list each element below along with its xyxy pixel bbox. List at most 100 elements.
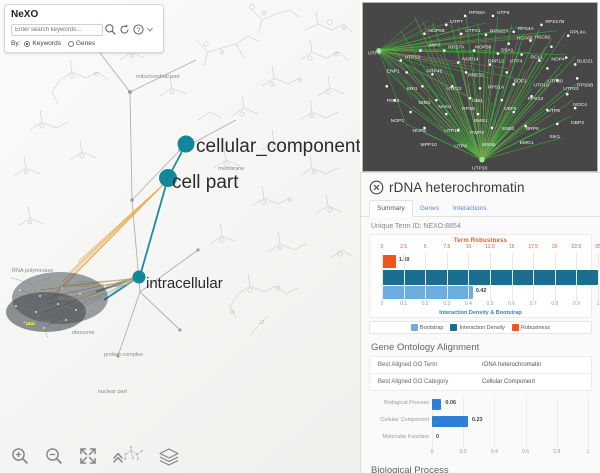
axis-tick: 0.4 <box>490 449 498 455</box>
go-chart-value: 0.23 <box>471 417 483 423</box>
legend-item-bootstrap[interactable]: Bootstrap <box>410 324 444 331</box>
axis-tick: 7.5 <box>443 244 451 250</box>
robustness-bottom-axis: 0 0.1 0.2 0.3 0.4 0.5 0.6 0.7 0.8 0.9 1 <box>376 301 600 309</box>
radio-genes-label: Genes <box>75 40 96 47</box>
tree-label-ribosome: ribosome <box>72 330 95 336</box>
gene-label: MPP10 <box>421 142 437 148</box>
robustness-xaxis-label: Interaction Density & Bootstrap <box>439 310 522 316</box>
go-alignment-chart: 0 0.2 0.4 0.6 0.8 1 Biological Process 0.06 Cell… <box>369 397 592 459</box>
search-panel[interactable]: NeXO ? <box>4 4 164 53</box>
grid-line <box>468 253 470 301</box>
gene-network-canvas[interactable]: RPS8A UTP6 UTP7 RPS17B NOP56 UTP21 RPS22… <box>363 3 597 172</box>
bar-robustness <box>382 255 396 268</box>
gene-label: UTP15 <box>444 128 460 134</box>
gene-interaction-network[interactable]: RPS8A UTP6 UTP7 RPS17B NOP56 UTP21 RPS22… <box>362 2 598 172</box>
axis-tick: 0.6 <box>508 301 516 307</box>
legend-item-robustness[interactable]: Robustness <box>512 324 550 331</box>
fit-screen-icon[interactable] <box>78 446 98 466</box>
tree-toolbar[interactable] <box>0 439 360 473</box>
go-chart-value: 0 <box>436 434 440 440</box>
go-chart-row: Molecular Function 0 <box>369 431 592 448</box>
grid-line <box>446 253 448 301</box>
tree-node-cell-part <box>159 169 177 187</box>
radio-genes-icon[interactable] <box>67 40 74 47</box>
tree-label-protein-complex: protein complex <box>104 352 143 358</box>
app-title: NeXO <box>11 9 39 20</box>
axis-tick: 2.5 <box>400 244 408 250</box>
gene-label: UTP18 <box>534 82 550 88</box>
grid-line <box>494 397 496 448</box>
grid-line <box>382 253 383 301</box>
gene-ontology-table: Best Aligned GO Term rDNA heterochromati… <box>369 356 592 391</box>
grid-line <box>554 253 556 301</box>
chevron-down-icon[interactable] <box>146 23 154 36</box>
go-term-value: rDNA heterochromatin <box>482 362 542 368</box>
ontology-tree-canvas[interactable] <box>0 0 360 473</box>
layers-icon[interactable] <box>158 446 179 466</box>
gene-label: UTP20 <box>547 78 563 84</box>
axis-tick: 0.2 <box>459 449 467 455</box>
gene-label: SSA1 <box>501 48 514 54</box>
gene-label: BUD21 <box>577 58 593 64</box>
legend-label-bootstrap: Bootstrap <box>419 324 444 331</box>
axis-tick: 0.3 <box>443 301 451 307</box>
gene-label: EMG1 <box>520 140 534 146</box>
tree-label-cellular-component: cellular_component <box>196 136 360 157</box>
gene-label: UTP13 <box>405 55 421 61</box>
legend-swatch-interaction-density <box>450 324 458 331</box>
biological-process-title: Biological Process <box>371 465 449 473</box>
tab-interactions[interactable]: Interactions <box>452 205 487 212</box>
radio-option-genes[interactable]: Genes <box>67 40 96 47</box>
grid-line <box>511 253 513 301</box>
axis-tick: 1 <box>586 449 590 455</box>
gene-label: SSB1 <box>502 126 515 132</box>
gene-label: UTP5 <box>547 108 560 114</box>
legend-swatch-robustness <box>512 324 520 331</box>
gene-label: RPS17B <box>545 19 565 25</box>
axis-tick: 25 <box>595 244 600 250</box>
gene-label: UTP21 <box>465 28 481 34</box>
search-icon[interactable] <box>104 23 117 36</box>
gene-label: RCL1 <box>531 55 544 61</box>
gene-label: NOP4 <box>551 57 565 63</box>
grid-line <box>598 253 599 301</box>
gene-label: NOC4 <box>573 102 587 108</box>
reset-icon[interactable] <box>118 23 131 36</box>
axis-tick: 0.8 <box>553 449 561 455</box>
search-input[interactable] <box>11 23 103 36</box>
radio-keywords-icon[interactable] <box>24 40 31 47</box>
gene-label: PWP2 <box>470 130 484 136</box>
close-circle-icon[interactable] <box>369 180 384 195</box>
tab-summary[interactable]: Summary <box>369 200 413 217</box>
gene-label: UTP7 <box>450 19 463 25</box>
tab-genes[interactable]: Genes <box>419 205 439 212</box>
zoom-in-icon[interactable] <box>10 446 30 466</box>
panel-tab-bar[interactable]: Summary Genes Interactions <box>361 200 600 217</box>
grid-line <box>576 253 578 301</box>
axis-tick: 0.7 <box>529 301 537 307</box>
gene-label: UBI1 <box>472 98 483 104</box>
legend-item-interaction-density[interactable]: Interaction Density <box>450 324 505 331</box>
go-category-value: Cellular Component <box>482 379 536 385</box>
axis-tick: 0 <box>430 449 434 455</box>
ontology-tree-view[interactable]: cellular_component cell part intracellul… <box>0 0 360 473</box>
gene-label: IMP3 <box>428 43 440 49</box>
unique-term-id: Unique Term ID: NEXO:8854 <box>371 223 461 230</box>
zoom-out-icon[interactable] <box>44 446 64 466</box>
axis-tick: 0 <box>380 244 384 250</box>
robustness-chart-card: Term Robustness 0 2.5 5 7.5 10 12.5 15 17.5 20 22… <box>369 234 600 318</box>
gene-label: KRE33 <box>468 72 484 78</box>
gene-label: NOP1 <box>391 118 405 124</box>
go-chart-category-label: Cellular Component <box>380 417 429 423</box>
axis-tick: 0.1 <box>400 301 408 307</box>
axis-tick: 0 <box>380 301 384 307</box>
gene-label: ENP1 <box>387 68 400 74</box>
help-icon[interactable]: ? <box>132 23 145 36</box>
legend-label-robustness: Robustness <box>521 324 551 331</box>
gene-label: RRP45 <box>426 68 442 74</box>
collapse-icon[interactable] <box>112 446 144 466</box>
axis-tick: 0.8 <box>551 301 559 307</box>
term-info-panel[interactable]: rDNA heterochromatin Summary Genes Inter… <box>360 172 600 473</box>
radio-option-keywords[interactable]: Keywords <box>24 40 61 47</box>
